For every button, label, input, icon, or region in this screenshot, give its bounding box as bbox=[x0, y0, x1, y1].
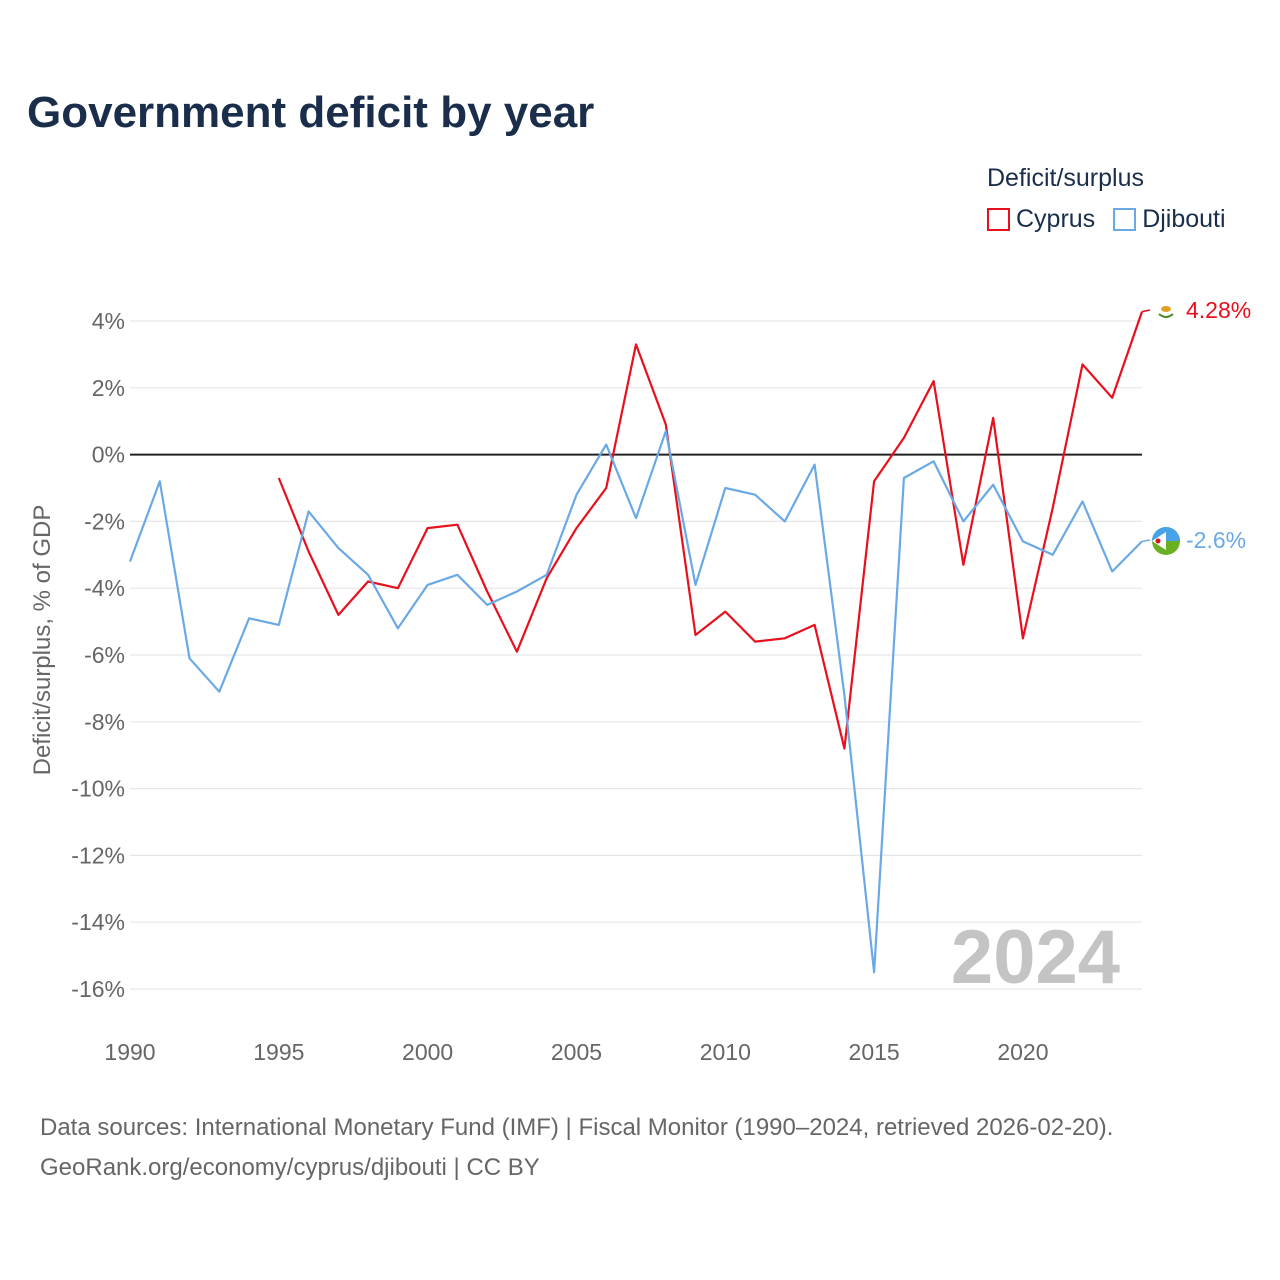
source-note: Data sources: International Monetary Fun… bbox=[40, 1108, 1113, 1188]
x-tick-labels: 1990 1995 2000 2005 2010 2015 2020 bbox=[104, 1039, 1048, 1065]
y-tick-label: -2% bbox=[84, 508, 125, 534]
y-tick-label: -12% bbox=[71, 842, 125, 868]
y-tick-label: 0% bbox=[92, 442, 125, 468]
source-line-1: Data sources: International Monetary Fun… bbox=[40, 1114, 1114, 1141]
series-lines bbox=[128, 311, 1144, 974]
x-tick-label: 2010 bbox=[700, 1039, 751, 1065]
end-labels: 4.28% -2.6% bbox=[1141, 297, 1251, 553]
year-watermark: 2024 bbox=[951, 915, 1120, 1000]
chart-title: Government deficit by year bbox=[27, 88, 595, 137]
x-tick-label: 2005 bbox=[551, 1039, 602, 1065]
legend-label-cyprus: Cyprus bbox=[1016, 205, 1096, 233]
legend-swatch-cyprus bbox=[987, 208, 1010, 231]
y-axis-title: Deficit/surplus, % of GDP bbox=[29, 505, 56, 776]
legend: Cyprus Djibouti bbox=[987, 205, 1244, 234]
y-tick-label: -6% bbox=[84, 642, 125, 668]
series-line-cyprus[interactable] bbox=[277, 311, 1144, 750]
y-tick-label: -16% bbox=[71, 976, 125, 1002]
cyprus-flag-icon bbox=[1156, 300, 1176, 320]
source-line-2: GeoRank.org/economy/cyprus/djibouti | CC… bbox=[40, 1154, 540, 1181]
line-chart: 4%2%0%-2%-4%-6%-8%-10%-12%-14%-16% 1990 1… bbox=[29, 297, 1251, 1065]
legend-item-cyprus[interactable]: Cyprus bbox=[987, 205, 1095, 234]
legend-swatch-djibouti bbox=[1113, 208, 1137, 231]
y-tick-label: 2% bbox=[92, 375, 125, 401]
series-line-djibouti[interactable] bbox=[128, 430, 1143, 974]
y-tick-label: -14% bbox=[71, 909, 125, 935]
end-label-connector bbox=[1141, 309, 1151, 313]
y-tick-label: -4% bbox=[84, 575, 125, 601]
end-label-connector bbox=[1141, 539, 1151, 543]
legend-title: Deficit/surplus bbox=[987, 164, 1144, 192]
x-tick-label: 2015 bbox=[849, 1039, 900, 1065]
end-label-cyprus: 4.28% bbox=[1186, 297, 1251, 323]
x-tick-label: 1990 bbox=[104, 1039, 155, 1065]
grid-lines bbox=[130, 320, 1142, 990]
djibouti-flag-icon bbox=[1152, 527, 1180, 555]
y-tick-label: -10% bbox=[71, 776, 125, 802]
y-tick-labels: 4% 2% 0% -2% -4% -6% -8% -10% -12% -14% -16% bbox=[71, 308, 125, 1002]
x-tick-label: 2020 bbox=[997, 1039, 1048, 1065]
x-tick-label: 1995 bbox=[253, 1039, 304, 1065]
legend-item-djibouti[interactable]: Djibouti bbox=[1113, 205, 1226, 234]
end-label-djibouti: -2.6% bbox=[1186, 527, 1246, 553]
y-tick-label: 4% bbox=[92, 308, 125, 334]
y-tick-label: -8% bbox=[84, 709, 125, 735]
legend-label-djibouti: Djibouti bbox=[1142, 205, 1226, 233]
x-tick-label: 2000 bbox=[402, 1039, 453, 1065]
